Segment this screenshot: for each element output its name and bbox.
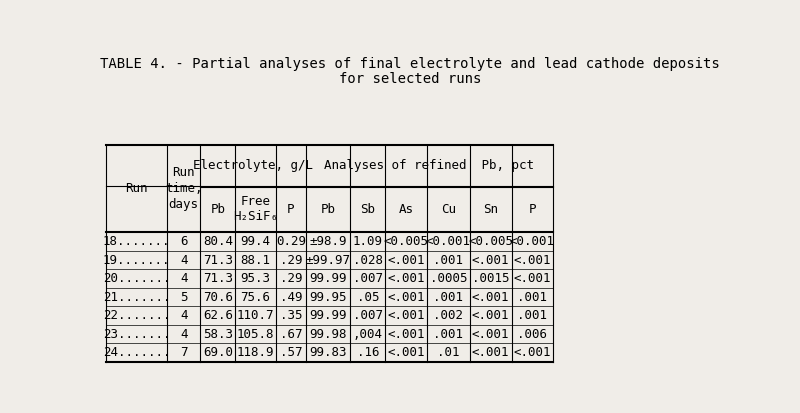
Text: 71.3: 71.3 [203, 272, 233, 285]
Text: <.001: <.001 [387, 309, 425, 322]
Text: <.001: <.001 [387, 254, 425, 267]
Text: 99.99: 99.99 [310, 272, 347, 285]
Text: TABLE 4. - Partial analyses of final electrolyte and lead cathode deposits: TABLE 4. - Partial analyses of final ele… [100, 57, 720, 71]
Text: 21.......: 21....... [103, 291, 170, 304]
Text: <.001: <.001 [472, 328, 510, 341]
Text: <.001: <.001 [514, 254, 551, 267]
Text: <.001: <.001 [387, 346, 425, 359]
Text: 70.6: 70.6 [203, 291, 233, 304]
Text: <.001: <.001 [472, 309, 510, 322]
Text: Sn: Sn [483, 203, 498, 216]
Text: As: As [398, 203, 414, 216]
Text: Pb: Pb [321, 203, 336, 216]
Text: 4: 4 [180, 309, 187, 322]
Text: <.001: <.001 [387, 328, 425, 341]
Text: 22.......: 22....... [103, 309, 170, 322]
Text: 19.......: 19....... [103, 254, 170, 267]
Text: .57: .57 [280, 346, 302, 359]
Text: P: P [287, 203, 294, 216]
Text: <0.005: <0.005 [384, 235, 429, 248]
Text: .001: .001 [517, 309, 547, 322]
Text: 58.3: 58.3 [203, 328, 233, 341]
Text: 71.3: 71.3 [203, 254, 233, 267]
Text: 95.3: 95.3 [241, 272, 270, 285]
Text: Analyses of refined  Pb, pct: Analyses of refined Pb, pct [324, 159, 534, 172]
Text: .16: .16 [357, 346, 379, 359]
Text: .0015: .0015 [472, 272, 510, 285]
Text: 99.83: 99.83 [310, 346, 347, 359]
Text: P: P [528, 203, 536, 216]
Text: 24.......: 24....... [103, 346, 170, 359]
Text: .01: .01 [437, 346, 460, 359]
Text: Run: Run [126, 182, 148, 195]
Text: .002: .002 [434, 309, 463, 322]
Text: 4: 4 [180, 254, 187, 267]
Text: 118.9: 118.9 [237, 346, 274, 359]
Text: .001: .001 [434, 254, 463, 267]
Text: 62.6: 62.6 [203, 309, 233, 322]
Text: .001: .001 [434, 328, 463, 341]
Text: 99.99: 99.99 [310, 309, 347, 322]
Text: .67: .67 [280, 328, 302, 341]
Text: 0.29: 0.29 [276, 235, 306, 248]
Text: Electrolyte, g/L: Electrolyte, g/L [193, 159, 313, 172]
Text: .006: .006 [517, 328, 547, 341]
Text: 88.1: 88.1 [241, 254, 270, 267]
Text: 69.0: 69.0 [203, 346, 233, 359]
Text: <.001: <.001 [387, 272, 425, 285]
Text: 110.7: 110.7 [237, 309, 274, 322]
Text: Free
H₂SiF₆: Free H₂SiF₆ [233, 195, 278, 223]
Text: 99.98: 99.98 [310, 328, 347, 341]
Text: .007: .007 [353, 309, 383, 322]
Text: 1.09: 1.09 [353, 235, 383, 248]
Text: 18.......: 18....... [103, 235, 170, 248]
Text: <0.001: <0.001 [426, 235, 471, 248]
Text: 75.6: 75.6 [241, 291, 270, 304]
Text: 7: 7 [180, 346, 187, 359]
Text: ±98.9: ±98.9 [310, 235, 347, 248]
Text: Run
time,
days: Run time, days [165, 166, 202, 211]
Text: <.001: <.001 [472, 254, 510, 267]
Text: 23.......: 23....... [103, 328, 170, 341]
Text: ±99.97: ±99.97 [306, 254, 350, 267]
Text: 4: 4 [180, 328, 187, 341]
Text: 99.95: 99.95 [310, 291, 347, 304]
Text: <.001: <.001 [472, 291, 510, 304]
Text: ,004: ,004 [353, 328, 383, 341]
Text: <0.005: <0.005 [468, 235, 513, 248]
Text: 99.4: 99.4 [241, 235, 270, 248]
Text: Pb: Pb [210, 203, 226, 216]
Text: .001: .001 [434, 291, 463, 304]
Text: 6: 6 [180, 235, 187, 248]
Text: 20.......: 20....... [103, 272, 170, 285]
Text: .35: .35 [280, 309, 302, 322]
Text: 80.4: 80.4 [203, 235, 233, 248]
Text: for selected runs: for selected runs [339, 72, 481, 86]
Text: 4: 4 [180, 272, 187, 285]
Text: Sb: Sb [360, 203, 375, 216]
Text: .0005: .0005 [430, 272, 467, 285]
Text: .007: .007 [353, 272, 383, 285]
Text: Cu: Cu [441, 203, 456, 216]
Text: .028: .028 [353, 254, 383, 267]
Text: <.001: <.001 [387, 291, 425, 304]
Text: .05: .05 [357, 291, 379, 304]
Text: .001: .001 [517, 291, 547, 304]
Text: .49: .49 [280, 291, 302, 304]
Text: .29: .29 [280, 254, 302, 267]
Text: <0.001: <0.001 [510, 235, 554, 248]
Text: <.001: <.001 [472, 346, 510, 359]
Text: .29: .29 [280, 272, 302, 285]
Text: <.001: <.001 [514, 346, 551, 359]
Text: <.001: <.001 [514, 272, 551, 285]
Text: 5: 5 [180, 291, 187, 304]
Text: 105.8: 105.8 [237, 328, 274, 341]
